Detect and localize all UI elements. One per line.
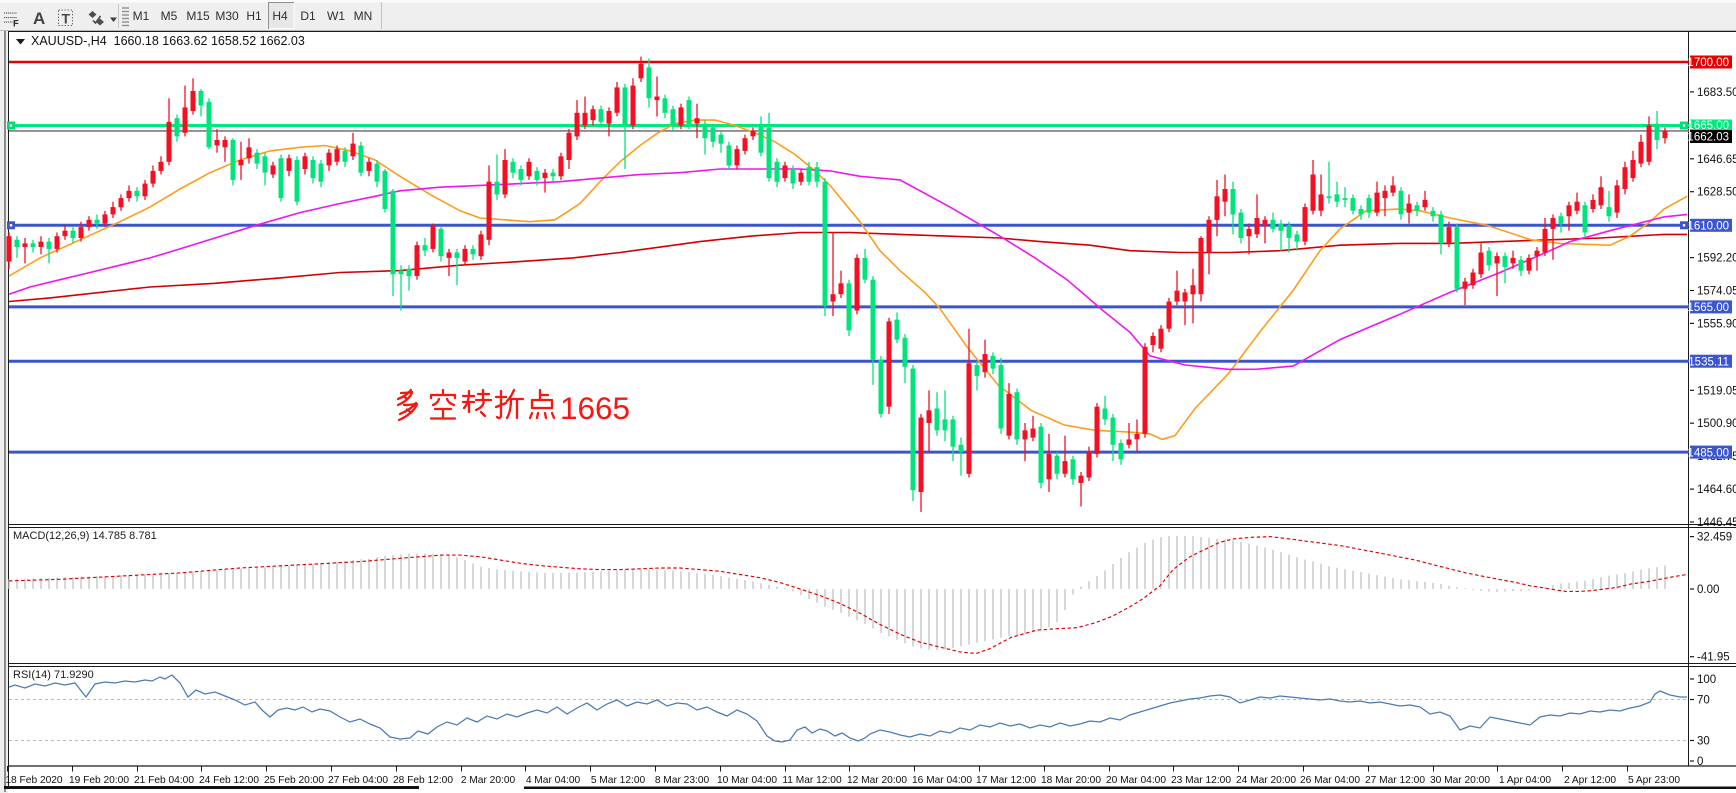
svg-text:5 Apr 23:00: 5 Apr 23:00 (1628, 775, 1680, 786)
svg-text:1662.03: 1662.03 (1687, 132, 1729, 144)
svg-text:30 Mar 20:00: 30 Mar 20:00 (1430, 775, 1490, 786)
svg-text:25 Feb 20:00: 25 Feb 20:00 (264, 775, 324, 786)
svg-text:70: 70 (1697, 695, 1710, 707)
svg-text:12 Mar 20:00: 12 Mar 20:00 (847, 775, 907, 786)
svg-text:100: 100 (1697, 674, 1716, 686)
svg-text:1628.50: 1628.50 (1697, 187, 1736, 199)
svg-text:18 Mar 20:00: 18 Mar 20:00 (1041, 775, 1101, 786)
svg-text:28 Feb 12:00: 28 Feb 12:00 (393, 775, 453, 786)
svg-text:1592.20: 1592.20 (1697, 253, 1736, 265)
svg-text:30: 30 (1697, 736, 1710, 748)
svg-text:T: T (62, 11, 71, 27)
svg-text:2 Mar 20:00: 2 Mar 20:00 (461, 775, 516, 786)
svg-text:17 Mar 12:00: 17 Mar 12:00 (976, 775, 1036, 786)
svg-text:1574.05: 1574.05 (1697, 286, 1736, 298)
svg-text:1446.45: 1446.45 (1697, 517, 1736, 529)
svg-text:21 Feb 04:00: 21 Feb 04:00 (134, 775, 194, 786)
svg-text:M5: M5 (161, 9, 178, 23)
svg-text:-41.95: -41.95 (1697, 652, 1730, 664)
svg-text:1464.60: 1464.60 (1697, 484, 1736, 496)
svg-text:1665.00: 1665.00 (1687, 120, 1729, 132)
svg-text:XAUUSD-,H4 1660.18 1663.62 16: XAUUSD-,H4 1660.18 1663.62 1658.52 1662.… (31, 34, 305, 48)
svg-text:2 Apr 12:00: 2 Apr 12:00 (1564, 775, 1616, 786)
svg-text:M15: M15 (186, 9, 210, 23)
svg-text:1519.05: 1519.05 (1697, 385, 1736, 397)
svg-text:D1: D1 (300, 9, 316, 23)
svg-text:H1: H1 (246, 9, 262, 23)
svg-text:1646.65: 1646.65 (1697, 154, 1736, 166)
svg-text:1683.50: 1683.50 (1697, 87, 1736, 99)
svg-text:1500.90: 1500.90 (1697, 418, 1736, 430)
svg-text:8 Mar 23:00: 8 Mar 23:00 (655, 775, 710, 786)
svg-text:20 Mar 04:00: 20 Mar 04:00 (1106, 775, 1166, 786)
svg-text:23 Mar 12:00: 23 Mar 12:00 (1171, 775, 1231, 786)
svg-text:MN: MN (354, 9, 373, 23)
svg-text:0.00: 0.00 (1697, 584, 1719, 596)
svg-text:24 Feb 12:00: 24 Feb 12:00 (199, 775, 259, 786)
svg-text:16 Mar 04:00: 16 Mar 04:00 (912, 775, 972, 786)
svg-text:1665: 1665 (560, 390, 630, 426)
svg-text:A: A (33, 9, 45, 28)
svg-text:1485.00: 1485.00 (1687, 447, 1729, 459)
svg-text:1565.00: 1565.00 (1687, 302, 1729, 314)
svg-text:H4: H4 (272, 9, 288, 23)
svg-text:10 Mar 04:00: 10 Mar 04:00 (717, 775, 777, 786)
svg-text:1535.11: 1535.11 (1688, 356, 1729, 368)
svg-text:M30: M30 (215, 9, 239, 23)
svg-text:1555.90: 1555.90 (1697, 318, 1736, 330)
svg-text:F: F (13, 19, 19, 30)
svg-text:M1: M1 (133, 9, 150, 23)
svg-text:27 Feb 04:00: 27 Feb 04:00 (328, 775, 388, 786)
svg-text:18 Feb 2020: 18 Feb 2020 (5, 775, 63, 786)
svg-text:26 Mar 04:00: 26 Mar 04:00 (1300, 775, 1360, 786)
svg-text:27 Mar 12:00: 27 Mar 12:00 (1365, 775, 1425, 786)
svg-text:5 Mar 12:00: 5 Mar 12:00 (591, 775, 646, 786)
svg-text:24 Mar 20:00: 24 Mar 20:00 (1236, 775, 1296, 786)
svg-text:19 Feb 20:00: 19 Feb 20:00 (69, 775, 129, 786)
svg-text:MACD(12,26,9) 14.785 8.781: MACD(12,26,9) 14.785 8.781 (13, 530, 157, 542)
svg-text:4 Mar 04:00: 4 Mar 04:00 (526, 775, 581, 786)
svg-text:W1: W1 (327, 9, 345, 23)
svg-text:0: 0 (1697, 756, 1703, 768)
svg-text:1610.00: 1610.00 (1687, 221, 1729, 233)
svg-text:1700.00: 1700.00 (1687, 57, 1729, 69)
svg-text:RSI(14) 71.9290: RSI(14) 71.9290 (13, 669, 94, 681)
svg-text:1 Apr 04:00: 1 Apr 04:00 (1499, 775, 1551, 786)
svg-text:32.459: 32.459 (1697, 532, 1732, 544)
svg-text:11 Mar 12:00: 11 Mar 12:00 (782, 775, 842, 786)
